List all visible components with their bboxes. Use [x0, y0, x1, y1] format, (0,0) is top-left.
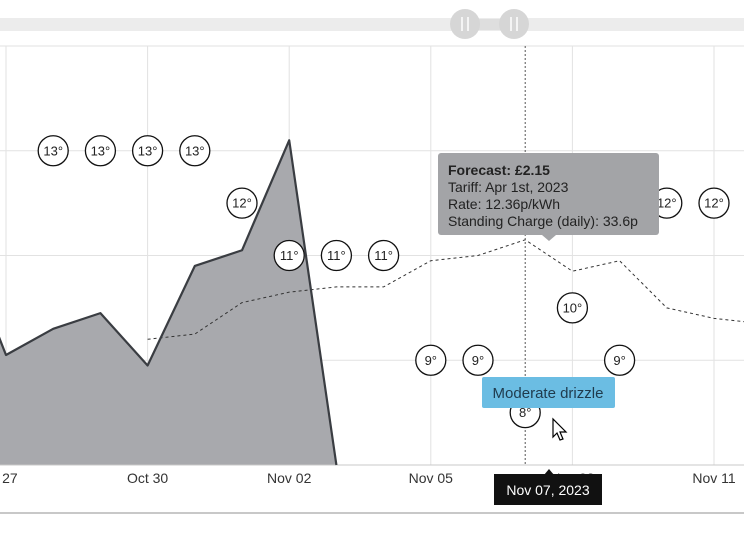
slider-handle-left[interactable]	[450, 9, 480, 39]
slider-handle-right[interactable]	[499, 9, 529, 39]
tooltip-rate: Rate: 12.36p/kWh	[448, 196, 560, 212]
forecast-tooltip: Forecast: £2.15 Tariff: Apr 1st, 2023 Ra…	[438, 153, 659, 241]
x-tick-label: Nov 02	[267, 470, 312, 486]
temperature-marker: 13°	[37, 135, 69, 167]
temperature-marker: 11°	[320, 239, 353, 272]
date-label-pointer	[544, 469, 554, 475]
temperature-marker: 12°	[698, 187, 730, 219]
temperature-circle	[37, 135, 69, 167]
temperature-circle	[179, 135, 211, 167]
temperature-circle	[556, 292, 589, 324]
temperature-label: 9°	[425, 353, 437, 368]
tooltip-tariff: Tariff: Apr 1st, 2023	[448, 179, 569, 195]
temperature-label: 12°	[704, 196, 724, 211]
crosshair-date-label: Nov 07, 2023	[494, 469, 602, 505]
temperature-marker: 11°	[273, 239, 305, 272]
temperature-marker: 13°	[131, 135, 164, 167]
temperature-label: 8°	[519, 405, 531, 420]
temperature-label: 12°	[232, 196, 252, 211]
temperature-marker: 11°	[367, 239, 400, 272]
temperature-label: 11°	[327, 248, 346, 263]
temperature-circle	[131, 135, 164, 167]
slider-selection[interactable]	[464, 19, 514, 30]
tooltip-pointer	[542, 235, 556, 241]
temperature-marker: 13°	[179, 135, 211, 167]
temperature-circle	[698, 187, 730, 219]
weather-popup-box	[482, 377, 615, 408]
temperature-label: 11°	[280, 248, 299, 263]
weather-popup-label: Moderate drizzle	[493, 385, 604, 402]
weather-popup-pointer	[540, 400, 556, 408]
slider-track[interactable]	[0, 18, 744, 31]
temperature-circle	[415, 344, 447, 376]
x-tick-label: t 27	[0, 470, 18, 486]
temperature-circle	[367, 239, 400, 272]
date-label-box	[494, 474, 602, 505]
tooltip-title: Forecast: £2.15	[448, 162, 550, 178]
temperature-circle	[226, 187, 258, 219]
temperature-marker: 12°	[651, 187, 683, 219]
consumption-area	[0, 140, 337, 465]
temperature-label: 9°	[472, 353, 484, 368]
temperature-label: 13°	[138, 143, 158, 158]
temperature-label: 11°	[374, 248, 393, 263]
temperature-marker: 9°	[603, 344, 636, 376]
x-tick-label: Nov 11	[692, 470, 736, 486]
temperature-circle	[84, 135, 117, 167]
temperature-marker: 12°	[226, 187, 258, 219]
temperature-marker: 9°	[415, 344, 447, 376]
temperature-circle	[462, 344, 494, 376]
temperature-marker: 9°	[462, 344, 494, 376]
tooltip-box	[438, 153, 659, 235]
temperature-label: 9°	[613, 353, 625, 368]
forecast-line	[147, 239, 744, 340]
temperature-label: 13°	[91, 143, 111, 158]
temperature-label: 10°	[563, 300, 583, 315]
temperature-label: 13°	[185, 143, 205, 158]
temperature-label: 12°	[657, 196, 677, 211]
tooltip-standing-charge: Standing Charge (daily): 33.6p	[448, 213, 638, 229]
temperature-marker: 13°	[84, 135, 117, 167]
weather-popup: Moderate drizzle	[482, 377, 615, 408]
temperature-label: 13°	[43, 143, 63, 158]
temperature-circle	[273, 239, 305, 272]
date-label-text: Nov 07, 2023	[506, 482, 589, 498]
x-tick-label: Oct 30	[127, 470, 168, 486]
temperature-circle	[603, 344, 636, 376]
temperature-marker: 10°	[556, 292, 589, 324]
x-tick-label: Nov 05	[409, 470, 454, 486]
temperature-markers: 12° 13° 13° 13° 13° 12° 11° 11° 11° 9° 9° 8° 10° 9° 12…	[37, 135, 730, 429]
range-slider[interactable]	[0, 9, 744, 39]
temperature-circle	[320, 239, 353, 272]
consumption-line	[0, 139, 338, 466]
cursor-icon	[552, 417, 568, 441]
